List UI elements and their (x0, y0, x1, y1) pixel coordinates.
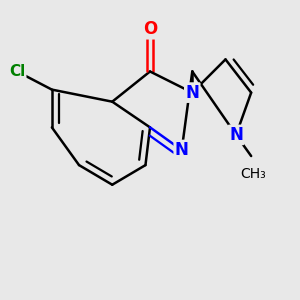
Text: N: N (185, 84, 199, 102)
Text: N: N (175, 141, 189, 159)
Text: Cl: Cl (9, 64, 25, 79)
Text: O: O (143, 20, 157, 38)
Text: CH₃: CH₃ (240, 167, 266, 181)
Text: N: N (229, 126, 243, 144)
